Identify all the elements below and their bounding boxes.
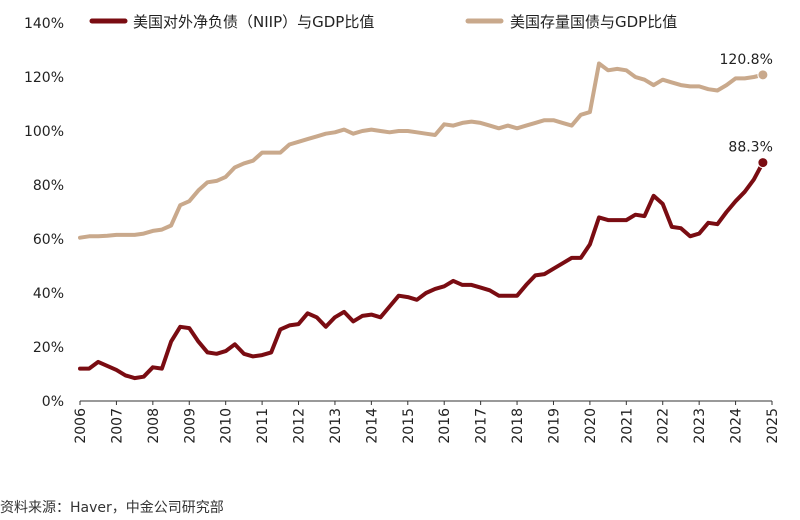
x-tick-label: 2018	[510, 408, 526, 444]
y-tick-label: 100%	[24, 124, 64, 140]
annotation-niip-value: 88.3%	[728, 140, 772, 156]
x-tick-label: 2022	[656, 408, 672, 444]
legend-label-treasury: 美国存量国债与GDP比值	[510, 13, 677, 31]
endpoint-marker-niip	[757, 157, 769, 169]
y-tick-label: 140%	[24, 16, 64, 32]
series-layer	[78, 61, 765, 381]
x-tick-label: 2017	[474, 408, 490, 444]
y-tick-label: 60%	[33, 232, 64, 248]
x-tick-label: 2009	[182, 408, 198, 444]
x-tick-label: 2015	[401, 408, 417, 444]
legend: 美国对外净负债（NIIP）与GDP比值 美国存量国债与GDP比值	[89, 13, 677, 31]
y-tick-label: 40%	[33, 286, 64, 302]
line-chart: 美国对外净负债（NIIP）与GDP比值 美国存量国债与GDP比值 0% 20% 40…	[24, 13, 781, 444]
x-tick-label: 2008	[146, 408, 162, 444]
x-tick-label: 2019	[546, 408, 562, 444]
x-tick-label: 2013	[328, 408, 344, 444]
x-tick-label: 2007	[109, 408, 125, 444]
y-axis-ticks: 0% 20% 40% 60% 80% 100% 120% 140%	[24, 16, 64, 410]
x-tick-label: 2025	[765, 408, 781, 444]
x-tick-label: 2011	[255, 408, 271, 444]
x-tick-label: 2020	[583, 408, 599, 444]
y-tick-label: 20%	[33, 340, 64, 356]
y-tick-label: 80%	[33, 178, 64, 194]
x-tick-label: 2012	[292, 408, 308, 444]
annotation-treasury-value: 120.8%	[720, 52, 773, 68]
x-tick-label: 2006	[73, 408, 89, 444]
y-tick-label: 120%	[24, 70, 64, 86]
y-tick-label: 0%	[42, 394, 64, 410]
source-note: 资料来源：Haver，中金公司研究部	[0, 500, 224, 516]
x-axis-ticks: 2006 2007 2008 2009 2010 2011 2012 2013 2014 2015…	[73, 401, 781, 444]
series-line-niip	[78, 160, 765, 381]
x-tick-label: 2010	[219, 408, 235, 444]
x-tick-label: 2024	[729, 408, 745, 444]
series-line-treasury	[78, 61, 765, 240]
x-tick-label: 2021	[619, 408, 635, 444]
x-tick-label: 2023	[692, 408, 708, 444]
x-tick-label: 2016	[437, 408, 453, 444]
annotations: 120.8% 88.3%	[720, 52, 773, 169]
x-tick-label: 2014	[364, 408, 380, 444]
legend-label-niip: 美国对外净负债（NIIP）与GDP比值	[133, 13, 374, 31]
endpoint-marker-treasury	[757, 69, 769, 81]
